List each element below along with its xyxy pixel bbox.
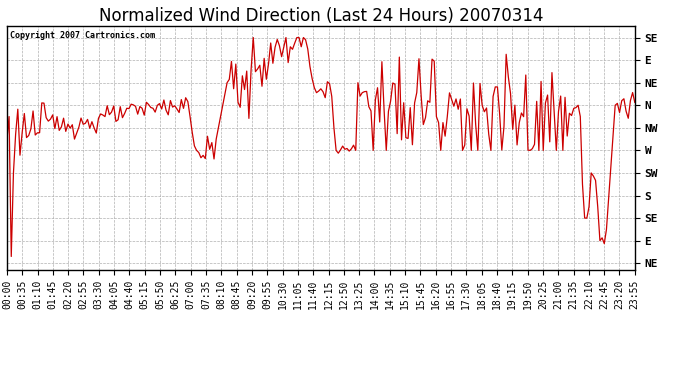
Text: Copyright 2007 Cartronics.com: Copyright 2007 Cartronics.com xyxy=(10,31,155,40)
Title: Normalized Wind Direction (Last 24 Hours) 20070314: Normalized Wind Direction (Last 24 Hours… xyxy=(99,7,543,25)
